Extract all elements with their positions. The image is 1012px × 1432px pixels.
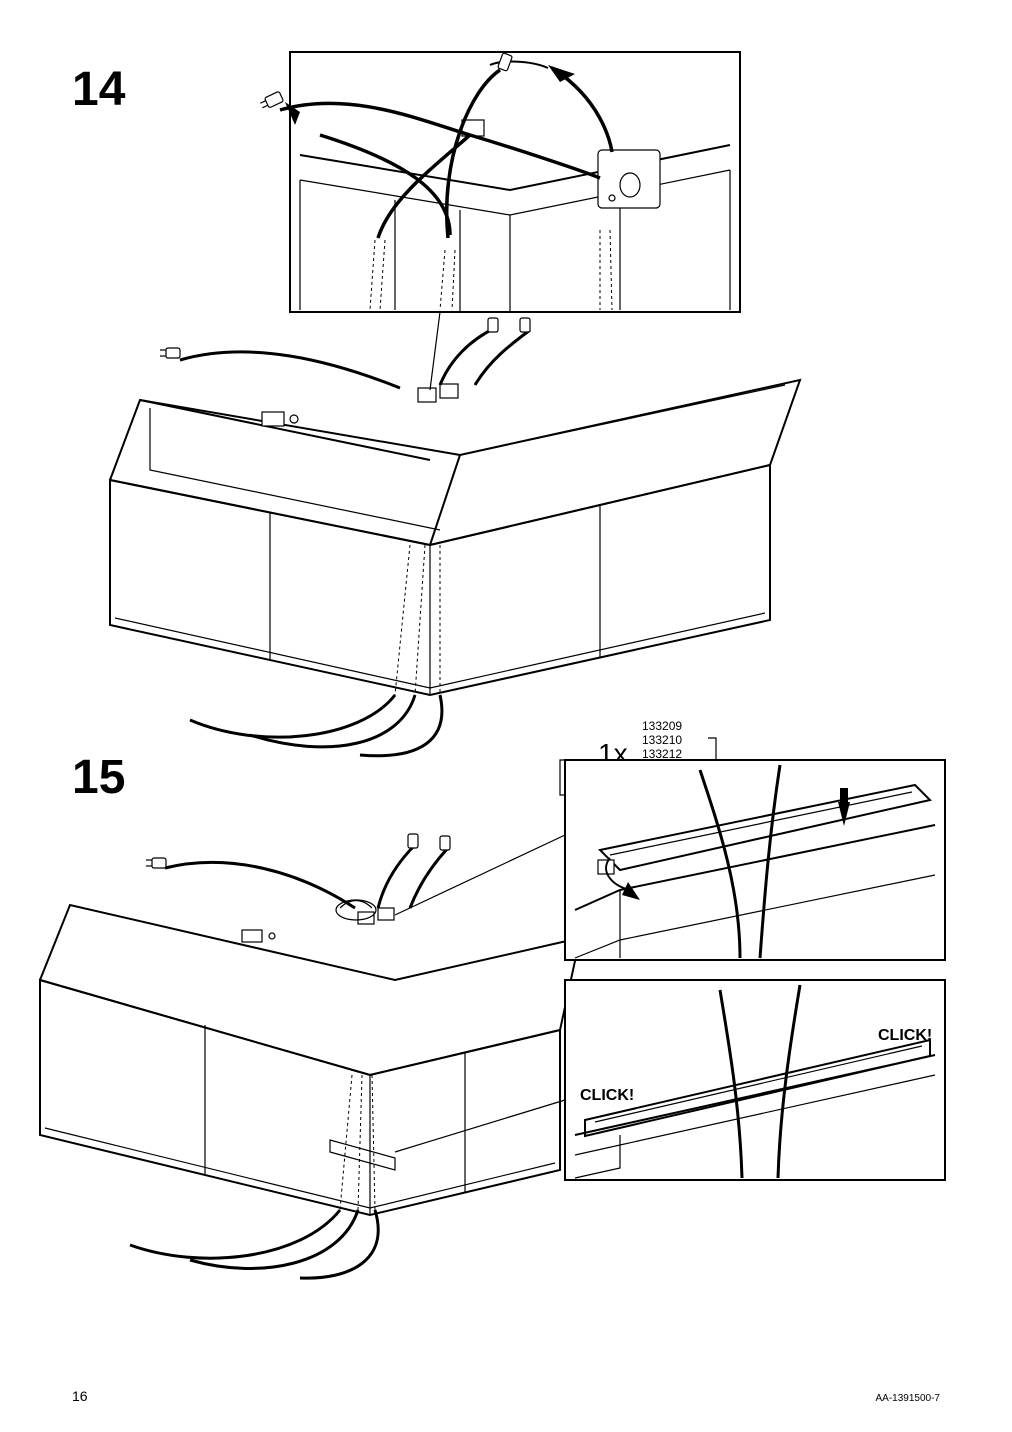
click-label-right: CLICK! bbox=[878, 1027, 932, 1044]
page-number: 16 bbox=[72, 1388, 88, 1404]
cables-main-15 bbox=[130, 834, 450, 1278]
document-id: AA-1391500-7 bbox=[876, 1393, 941, 1404]
step-14-illustration bbox=[0, 0, 1012, 750]
cabinet-main-14 bbox=[110, 380, 800, 695]
step-15-illustration: CLICK! CLICK! bbox=[0, 740, 1012, 1300]
part-number: 133209 bbox=[642, 720, 695, 734]
cables-main-14 bbox=[160, 318, 530, 756]
click-label-left: CLICK! bbox=[580, 1087, 634, 1104]
cabinet-main-15 bbox=[40, 905, 580, 1215]
